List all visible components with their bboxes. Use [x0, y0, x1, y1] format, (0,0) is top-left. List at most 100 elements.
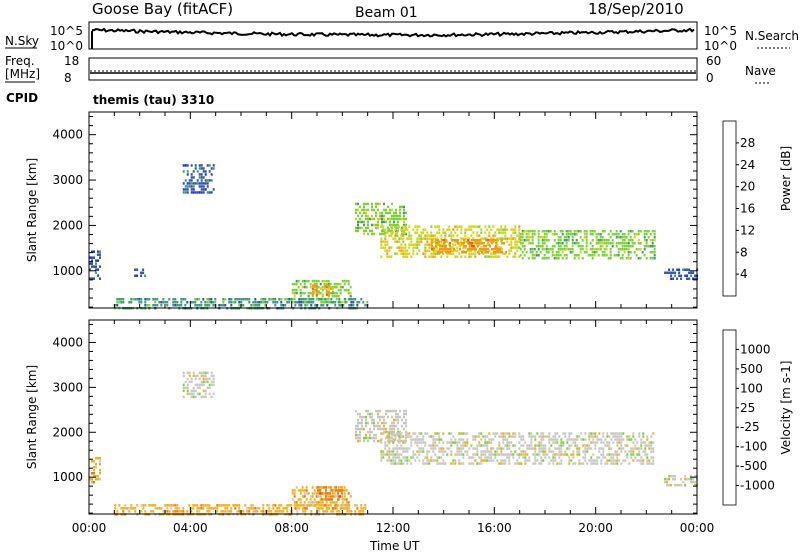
data-cell	[377, 208, 379, 212]
data-cell	[130, 507, 133, 510]
data-cell	[293, 489, 296, 492]
data-cell	[621, 233, 624, 236]
data-cell	[272, 504, 275, 507]
data-cell	[315, 293, 318, 296]
data-cell	[238, 504, 241, 507]
data-cell	[357, 214, 359, 218]
data-cell	[371, 217, 373, 221]
data-cell	[401, 232, 403, 236]
data-cell	[638, 453, 641, 456]
data-cell	[210, 383, 213, 387]
data-cell	[496, 450, 499, 453]
data-cell	[632, 459, 635, 462]
data-cell	[325, 501, 328, 504]
data-cell	[692, 271, 695, 274]
data-cell	[426, 450, 429, 453]
data-cell	[142, 504, 145, 507]
data-cell	[637, 230, 640, 233]
data-cell	[198, 167, 201, 170]
data-cell	[619, 230, 622, 233]
data-cell	[95, 475, 97, 478]
data-cell	[375, 424, 377, 428]
data-cell	[274, 301, 277, 304]
data-cell	[482, 459, 485, 462]
data-cell	[558, 462, 561, 465]
data-cell	[576, 438, 579, 441]
data-cell	[400, 432, 403, 435]
data-cell	[383, 232, 385, 236]
data-cell	[422, 231, 425, 234]
data-cell	[470, 252, 473, 255]
data-cell	[468, 456, 471, 459]
data-cell	[402, 240, 405, 243]
data-cell	[91, 277, 93, 280]
data-cell	[304, 510, 307, 513]
data-cell	[144, 301, 147, 304]
data-cell	[573, 230, 576, 233]
data-cell	[454, 249, 457, 252]
data-cell	[602, 456, 605, 459]
data-cell	[307, 291, 310, 295]
data-cell	[436, 444, 439, 447]
data-cell	[380, 453, 383, 456]
data-cell	[531, 233, 534, 236]
data-cell	[188, 392, 191, 396]
data-cell	[99, 277, 101, 280]
data-cell	[300, 301, 303, 304]
data-cell	[692, 277, 695, 280]
data-cell	[91, 460, 93, 463]
colorbar-tick-label: 25	[740, 401, 755, 415]
data-cell	[514, 435, 517, 438]
data-cell	[388, 432, 391, 435]
data-cell	[214, 301, 217, 304]
data-cell	[144, 510, 147, 513]
data-cell	[254, 298, 257, 301]
data-cell	[520, 438, 523, 441]
data-cell	[248, 510, 251, 513]
data-cell	[439, 248, 441, 251]
data-cell	[305, 279, 308, 283]
data-cell	[319, 287, 322, 290]
data-cell	[637, 239, 640, 242]
data-cell	[380, 432, 383, 435]
data-cell	[571, 242, 574, 245]
data-cell	[198, 377, 201, 381]
data-cell	[300, 504, 303, 507]
data-cell	[560, 447, 563, 450]
data-cell	[182, 371, 185, 375]
data-cell	[156, 507, 159, 510]
data-cell	[512, 255, 515, 258]
data-cell	[436, 456, 439, 459]
data-cell	[400, 447, 403, 450]
data-cell	[264, 298, 267, 301]
data-cell	[355, 424, 357, 428]
data-cell	[244, 504, 247, 507]
data-cell	[291, 498, 294, 501]
data-cell	[450, 249, 453, 252]
data-cell	[356, 504, 359, 507]
data-cell	[298, 298, 301, 301]
data-cell	[590, 441, 593, 444]
data-cell	[380, 243, 383, 246]
data-cell	[506, 255, 509, 258]
data-cell	[361, 418, 363, 422]
data-cell	[142, 507, 145, 510]
data-cell	[481, 248, 483, 251]
data-cell	[294, 507, 297, 510]
data-cell	[404, 231, 407, 234]
data-cell	[242, 510, 245, 513]
data-cell	[371, 223, 373, 227]
data-cell	[502, 453, 505, 456]
data-cell	[286, 510, 289, 513]
data-cell	[349, 291, 352, 295]
data-cell	[483, 245, 485, 248]
data-cell	[361, 427, 363, 431]
data-cell	[430, 456, 433, 459]
data-cell	[307, 501, 310, 504]
data-cell	[333, 282, 336, 286]
data-cell	[612, 456, 615, 459]
data-cell	[435, 242, 437, 245]
data-cell	[198, 386, 201, 390]
data-cell	[440, 438, 443, 441]
data-cell	[476, 225, 479, 228]
